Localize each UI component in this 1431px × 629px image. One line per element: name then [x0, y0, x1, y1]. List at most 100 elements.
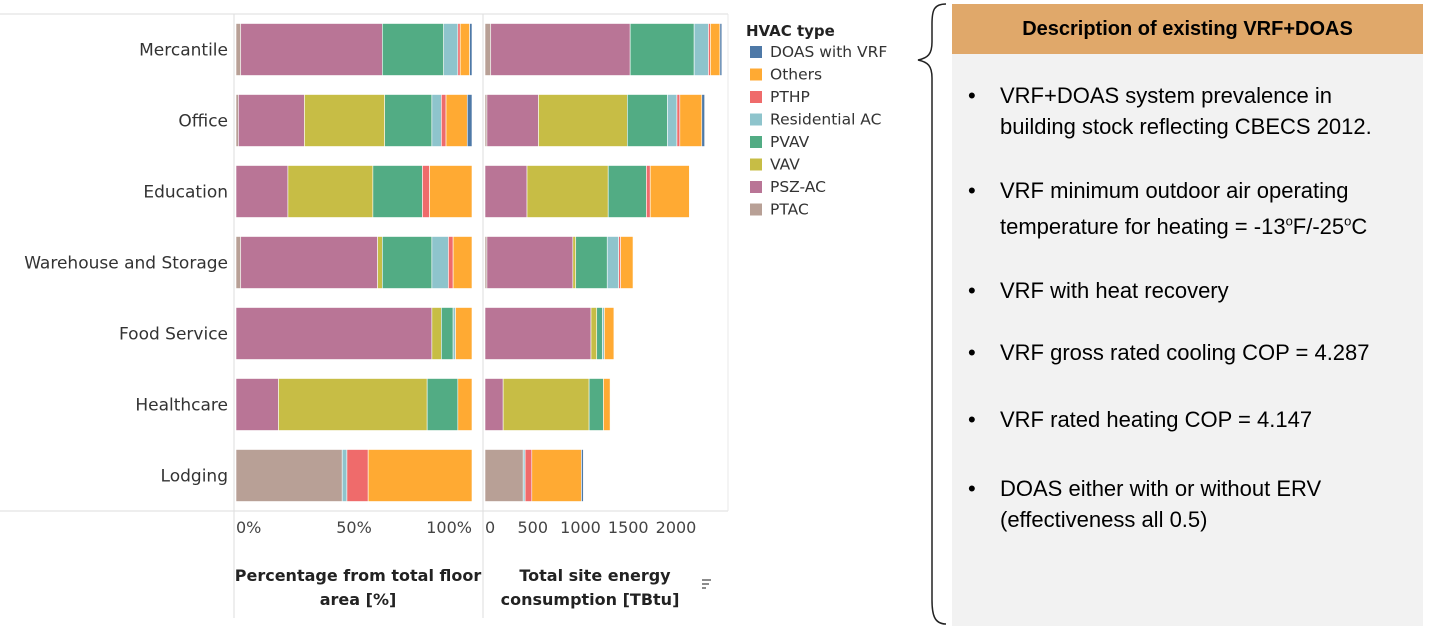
energy-bars [484, 23, 723, 502]
bar-segment-doas-with-vrf[interactable] [466, 94, 473, 147]
bar-segment-psz-ac[interactable] [484, 307, 592, 360]
sort-icon[interactable] [702, 579, 711, 589]
bar-segment-pthp[interactable] [448, 236, 454, 289]
bar-segment-pvav[interactable] [372, 165, 423, 218]
bar-segment-pvav[interactable] [426, 378, 459, 431]
legend-item[interactable]: VAV [770, 156, 800, 174]
chart-panel-lines [0, 13, 729, 618]
bar-segment-ptac[interactable] [484, 23, 492, 76]
bar-segment-ptac[interactable] [235, 449, 343, 502]
bar-segment-vav[interactable] [526, 165, 609, 218]
list-item: • VRF minimum outdoor air operating tempe… [960, 175, 1413, 242]
bar-segment-doas-with-vrf[interactable] [701, 94, 705, 147]
bar-segment-others[interactable] [455, 307, 473, 360]
bar-segment-psz-ac[interactable] [235, 165, 289, 218]
legend-item[interactable]: PVAV [770, 133, 810, 151]
bar-segment-psz-ac[interactable] [486, 236, 574, 289]
bar-segment-ptac[interactable] [235, 236, 242, 289]
bar-segment-pthp[interactable] [524, 449, 533, 502]
bar-segment-residential-ac[interactable] [431, 94, 442, 147]
bar-segment-others[interactable] [367, 449, 473, 502]
bar-segment-residential-ac[interactable] [606, 236, 619, 289]
bar-segment-vav[interactable] [278, 378, 428, 431]
bar-segment-pthp[interactable] [346, 449, 369, 502]
bullet-icon: • [968, 83, 976, 108]
bar-segment-doas-with-vrf[interactable] [469, 23, 473, 76]
bullet-text: DOAS either with or without ERV (effecti… [1000, 476, 1322, 533]
bar-segment-pvav[interactable] [441, 307, 454, 360]
bar-segment-psz-ac[interactable] [490, 23, 631, 76]
bar-segment-residential-ac[interactable] [693, 23, 709, 76]
bar-segment-residential-ac[interactable] [452, 307, 456, 360]
bar-segment-ptac[interactable] [235, 94, 239, 147]
bullet-icon: • [968, 340, 976, 366]
bar-segment-psz-ac[interactable] [484, 165, 528, 218]
bar-segment-others[interactable] [679, 94, 703, 147]
legend-item[interactable]: PSZ-AC [770, 178, 826, 196]
bar-segment-others[interactable] [649, 165, 690, 218]
bar-segment-vav[interactable] [304, 94, 385, 147]
bar-segment-psz-ac[interactable] [238, 94, 305, 147]
legend-item[interactable]: Residential AC [770, 111, 881, 129]
bar-segment-ptac[interactable] [484, 449, 524, 502]
bar-segment-pvav[interactable] [382, 23, 444, 76]
bar-segment-others[interactable] [429, 165, 473, 218]
bar-segment-pvav[interactable] [575, 236, 608, 289]
bar-segment-others[interactable] [531, 449, 582, 502]
bar-segment-psz-ac[interactable] [240, 236, 378, 289]
category-label: Mercantile [139, 41, 228, 61]
legend-item[interactable]: Others [770, 66, 822, 84]
bar-segment-doas-with-vrf[interactable] [581, 449, 584, 502]
bar-segment-vav[interactable] [431, 307, 442, 360]
panel-title: Description of existing VRF+DOAS [952, 4, 1423, 54]
bar-segment-ptac[interactable] [235, 23, 242, 76]
bar-segment-pvav[interactable] [629, 23, 695, 76]
bar-segment-residential-ac[interactable] [431, 236, 449, 289]
bar-segment-residential-ac[interactable] [667, 94, 678, 147]
bar-segment-others[interactable] [459, 23, 470, 76]
legend-item[interactable]: DOAS with VRF [770, 43, 887, 61]
bar-segment-vav[interactable] [538, 94, 628, 147]
bar-segment-psz-ac[interactable] [235, 378, 279, 431]
bar-segment-vav[interactable] [377, 236, 383, 289]
bar-segment-residential-ac[interactable] [443, 23, 459, 76]
legend-swatch [750, 113, 762, 126]
bar-segment-others[interactable] [457, 378, 473, 431]
bar-segment-others[interactable] [445, 94, 468, 147]
description-panel: Description of existing VRF+DOAS • VRF+DO… [952, 4, 1423, 626]
bar-segment-psz-ac[interactable] [486, 94, 539, 147]
bar-segment-vav[interactable] [572, 236, 577, 289]
bar-segment-doas-with-vrf[interactable] [719, 23, 723, 76]
bar-segment-psz-ac[interactable] [235, 307, 433, 360]
bar-segment-pvav[interactable] [607, 165, 647, 218]
bar-segment-pthp[interactable] [422, 165, 430, 218]
bar-segment-pvav[interactable] [596, 307, 603, 360]
bar-segment-others[interactable] [603, 378, 611, 431]
legend-item[interactable]: PTAC [770, 201, 809, 219]
bar-segment-vav[interactable] [287, 165, 374, 218]
bar-segment-psz-ac[interactable] [240, 23, 383, 76]
curly-brace [917, 3, 947, 625]
bar-segment-psz-ac[interactable] [484, 378, 504, 431]
bar-segment-pthp[interactable] [646, 165, 651, 218]
bar-segment-residential-ac[interactable] [341, 449, 348, 502]
list-item: • VRF+DOAS system prevalence in building … [960, 80, 1413, 142]
bar-segment-pthp[interactable] [457, 23, 461, 76]
bar-segment-vav[interactable] [502, 378, 590, 431]
bar-segment-pvav[interactable] [384, 94, 433, 147]
bullet-text: VRF gross rated cooling COP = 4.287 [1000, 340, 1370, 366]
bar-segment-vav[interactable] [590, 307, 598, 360]
bar-segment-others[interactable] [620, 236, 634, 289]
legend-item[interactable]: PTHP [770, 88, 810, 106]
list-item: • DOAS either with or without ERV (effect… [960, 473, 1413, 535]
floor-area-bars [235, 23, 473, 502]
bar-segment-pthp[interactable] [441, 94, 447, 147]
bar-segment-others[interactable] [604, 307, 615, 360]
bar-segment-pvav[interactable] [382, 236, 433, 289]
description-list: • VRF+DOAS system prevalence in building … [952, 54, 1423, 535]
bar-segment-others[interactable] [452, 236, 473, 289]
bar-segment-pvav[interactable] [626, 94, 668, 147]
bar-segment-pthp[interactable] [676, 94, 681, 147]
bar-segment-pvav[interactable] [588, 378, 604, 431]
bar-segment-others[interactable] [710, 23, 721, 76]
